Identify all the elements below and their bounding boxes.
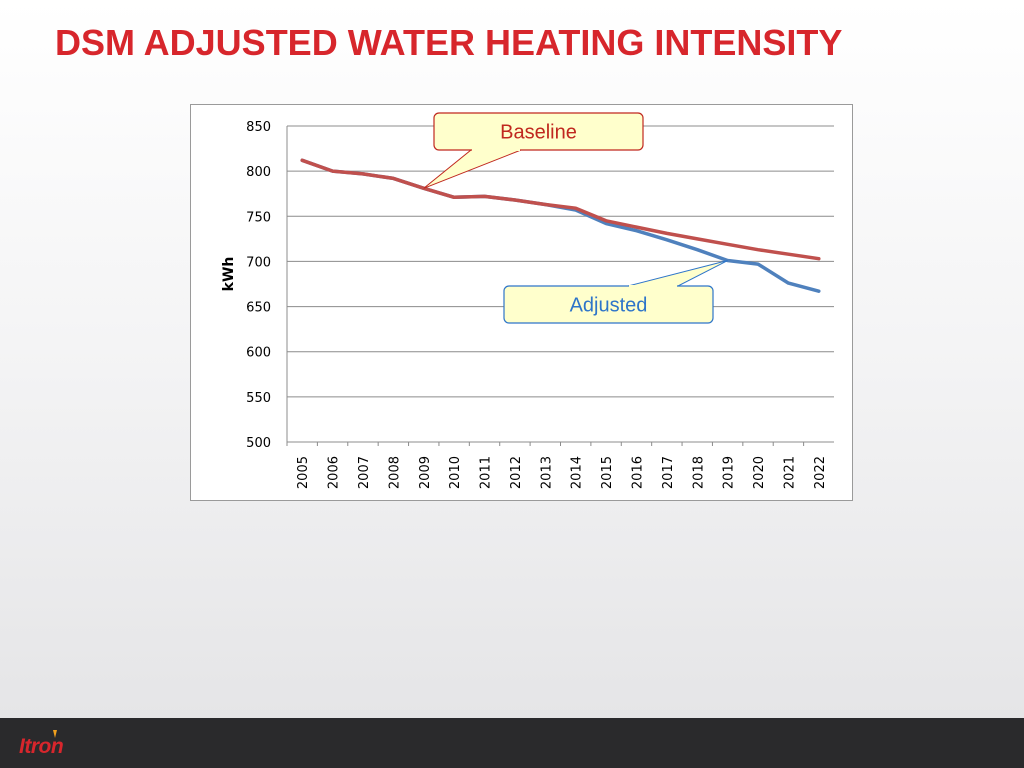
callouts: Baseline Adjusted (423, 112, 728, 324)
x-tick-label: 2010 (448, 456, 463, 489)
x-tick-label: 2022 (813, 456, 828, 489)
slide-title: DSM ADJUSTED WATER HEATING INTENSITY (55, 22, 843, 63)
itron-logo: Itron (19, 735, 64, 758)
chart-frame: 500 550 600 650 700 750 800 850 2005 2006 2007 200… (190, 104, 853, 501)
y-axis-title: kWh (221, 257, 237, 292)
x-tick-label: 2016 (630, 456, 645, 489)
y-tick-label: 650 (246, 301, 271, 316)
x-tick-label: 2013 (539, 456, 554, 489)
x-tick-label: 2014 (570, 456, 585, 489)
x-tick-label: 2006 (327, 456, 342, 489)
y-tick-labels: 500 550 600 650 700 750 800 850 (246, 120, 271, 451)
gridlines (286, 125, 834, 446)
x-tick-label: 2015 (600, 456, 615, 489)
y-tick-label: 850 (246, 120, 271, 135)
adjusted-callout-box (503, 285, 714, 324)
y-tick-label: 800 (246, 165, 271, 180)
x-tick-label: 2011 (479, 456, 494, 489)
x-tick-label: 2009 (418, 456, 433, 489)
y-tick-label: 700 (246, 255, 271, 270)
adjusted-callout: Adjusted (503, 260, 728, 324)
baseline-callout-box (433, 112, 644, 151)
series-line-baseline (300, 158, 821, 261)
y-tick-label: 550 (246, 391, 271, 406)
adjusted-callout-label: Adjusted (570, 295, 648, 317)
logo-spark-icon (53, 730, 57, 738)
x-tick-label: 2012 (509, 456, 524, 489)
x-tick-label: 2018 (691, 456, 706, 489)
baseline-callout-pointer (423, 149, 522, 189)
x-tick-label: 2021 (782, 456, 797, 489)
x-tick-label: 2007 (357, 456, 372, 489)
baseline-callout: Baseline (423, 112, 644, 189)
x-tick-label: 2017 (661, 456, 676, 489)
adjusted-callout-pointer (627, 260, 728, 287)
footer-bar (0, 718, 1024, 768)
x-tick-label: 2020 (752, 456, 767, 489)
x-tick-label: 2019 (722, 456, 737, 489)
series-lines (300, 158, 821, 293)
series-line-adjusted (300, 158, 821, 293)
x-tick-label: 2008 (387, 456, 402, 489)
x-tick-labels: 2005 2006 2007 2008 2009 2010 2011 2012 2013 2014… (296, 456, 828, 489)
y-tick-label: 600 (246, 346, 271, 361)
x-tick-label: 2005 (296, 456, 311, 489)
y-tick-label: 750 (246, 210, 271, 225)
baseline-callout-label: Baseline (500, 122, 577, 144)
y-tick-label: 500 (246, 436, 271, 451)
